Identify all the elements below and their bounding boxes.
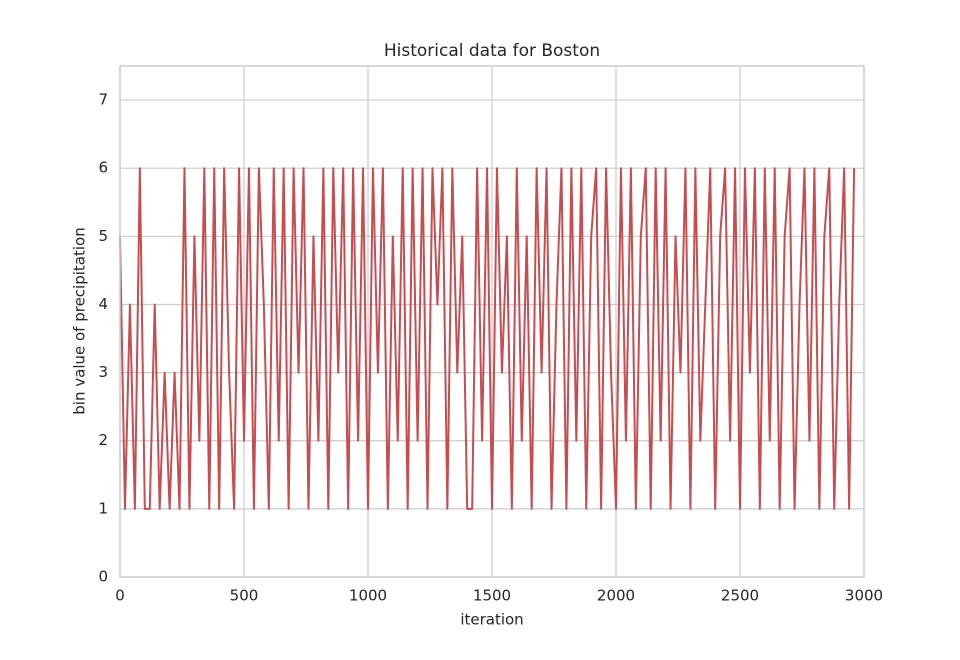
x-tick-label: 2000 (597, 587, 635, 605)
x-tick-label: 1000 (349, 587, 387, 605)
x-tick-label: 0 (115, 587, 125, 605)
y-tick-label: 3 (98, 363, 108, 381)
chart-title: Historical data for Boston (384, 41, 600, 61)
y-tick-label: 0 (98, 568, 108, 586)
x-tick-label: 500 (230, 587, 259, 605)
x-tick-label: 2500 (721, 587, 759, 605)
y-axis-label: bin value of precipitation (71, 227, 89, 414)
x-tick-label: 3000 (845, 587, 883, 605)
plot-frame (119, 65, 865, 578)
y-tick-label: 2 (98, 431, 108, 449)
x-axis-label: iteration (460, 611, 523, 629)
y-tick-label: 5 (98, 227, 108, 245)
y-tick-label: 1 (98, 499, 108, 517)
y-tick-label: 7 (98, 91, 108, 109)
data-line (119, 167, 856, 510)
x-tick-label: 1500 (473, 587, 511, 605)
y-tick-label: 4 (98, 295, 108, 313)
y-tick-label: 6 (98, 159, 108, 177)
